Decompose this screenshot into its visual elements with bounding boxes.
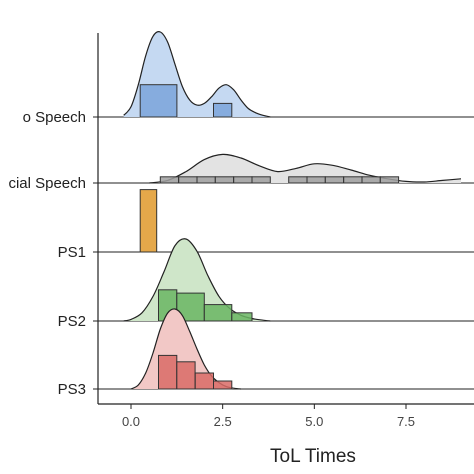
x-axis-title: ToL Times [270, 446, 356, 467]
histogram-bar [361, 176, 381, 184]
histogram-bar [251, 176, 271, 184]
histogram-bar [233, 176, 253, 184]
ridge-ps3 [98, 308, 474, 390]
x-tick-label: 7.5 [397, 414, 415, 429]
histogram-bar [213, 380, 233, 390]
histogram-bar [178, 176, 198, 184]
y-tick-label: cial Speech [8, 175, 86, 192]
density-curve [123, 31, 271, 118]
x-tick-label: 0.0 [122, 414, 140, 429]
x-tick-label: 2.5 [214, 414, 232, 429]
x-axis: 0.0 2.5 5.0 7.5 [98, 403, 474, 429]
histogram-bar [194, 372, 214, 390]
density-curve [149, 153, 462, 184]
ridge-o-speech [98, 31, 474, 118]
histogram-bar [214, 176, 235, 184]
histogram-bar [288, 176, 308, 184]
histogram-bar [231, 312, 253, 322]
histogram-bar [213, 102, 233, 118]
histogram-bar [139, 84, 178, 118]
histogram-bar [343, 176, 363, 184]
y-tick-label: o Speech [23, 109, 86, 126]
y-tick-label: PS2 [58, 313, 86, 330]
histogram-bar [159, 176, 180, 184]
histogram-bar [306, 176, 326, 184]
y-tick-label: PS1 [58, 244, 86, 261]
y-axis: o Speech cial Speech PS1 PS2 PS3 [8, 33, 99, 404]
histogram-bar [176, 361, 196, 390]
ridge-ps1 [98, 189, 474, 253]
density-fill [149, 154, 462, 183]
histogram-bar [203, 304, 233, 322]
x-tick-label: 5.0 [305, 414, 323, 429]
histogram-bar [158, 354, 178, 390]
histogram-bar [324, 176, 345, 184]
histogram-bar [196, 176, 216, 184]
histogram-bar [139, 189, 158, 253]
y-tick-label: PS3 [58, 381, 86, 398]
ridges-layer [98, 31, 474, 390]
histogram-bar [379, 176, 400, 184]
ridge-cial-speech [98, 153, 474, 184]
